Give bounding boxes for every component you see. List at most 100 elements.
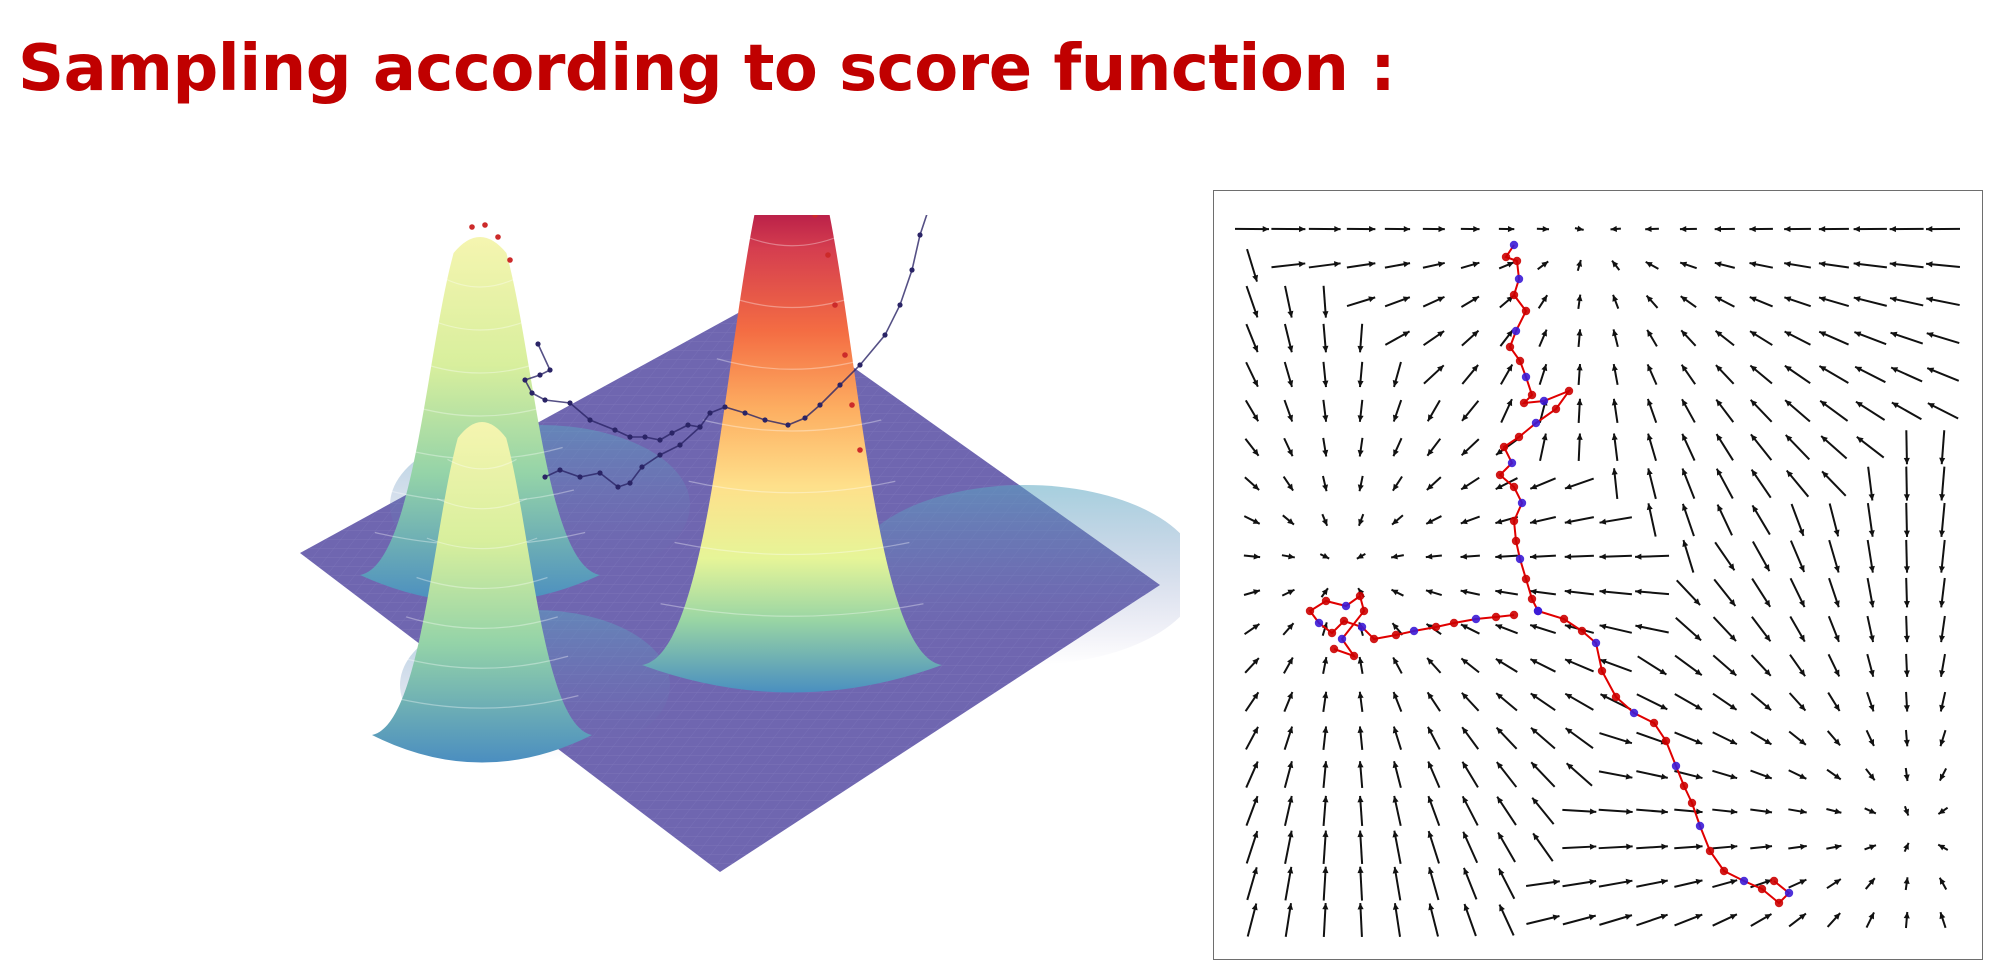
score-arrowhead [1729, 703, 1737, 710]
trajectory-point [1509, 482, 1519, 492]
trajectory-point [1687, 798, 1697, 808]
score-arrowhead [1576, 364, 1583, 371]
score-arrowhead [1461, 483, 1469, 490]
score-arrowhead [1287, 726, 1294, 734]
score-arrowhead [1834, 844, 1842, 850]
score-arrowhead [1322, 449, 1329, 457]
score-arrowhead [1834, 808, 1842, 815]
score-arrowhead [1646, 433, 1653, 441]
score-arrowhead [1462, 761, 1469, 769]
vector-field-panel [1213, 190, 1983, 960]
score-arrowhead [1402, 331, 1410, 338]
surface-trajectory-point [577, 474, 583, 480]
score-arrowhead [1750, 399, 1758, 407]
score-arrowhead [1460, 518, 1468, 525]
score-arrowhead [1252, 310, 1259, 318]
surface-trajectory-point [557, 467, 563, 473]
score-arrowhead [1682, 399, 1688, 407]
score-arrowhead [1461, 448, 1469, 456]
score-arrowhead [1818, 261, 1826, 268]
score-arrowhead [1600, 694, 1608, 700]
score-arrowhead [1576, 294, 1583, 302]
score-arrowhead [1322, 795, 1329, 803]
score-arrowhead [1252, 831, 1259, 839]
score-arrowhead [1903, 877, 1910, 884]
score-arrowhead [1868, 669, 1875, 677]
score-arrowhead [1472, 261, 1480, 268]
surface-trajectory-point [802, 415, 808, 421]
score-arrowhead [1497, 796, 1504, 804]
score-arrowhead [1868, 738, 1875, 746]
score-arrowhead [1679, 225, 1687, 233]
score-arrowhead [1356, 552, 1364, 559]
trajectory-point [1491, 612, 1501, 622]
score-arrowhead [1564, 483, 1572, 490]
score-arrowhead [1695, 878, 1703, 885]
score-arrowhead [1599, 658, 1607, 665]
score-arrowhead [1287, 414, 1293, 422]
score-arrowhead [1645, 261, 1653, 268]
trajectory-point [1661, 736, 1671, 746]
score-arrowhead [1729, 914, 1737, 920]
score-arrowhead [1765, 808, 1773, 815]
surface-trajectory-point [785, 422, 791, 428]
score-arrowhead [1495, 483, 1503, 490]
score-arrowhead [1392, 866, 1399, 874]
score-arrowhead [1751, 469, 1758, 477]
score-arrowhead [1647, 398, 1653, 406]
score-arrowhead [1784, 226, 1791, 233]
score-arrowhead [1833, 773, 1841, 780]
score-arrowhead [1495, 624, 1503, 630]
surface-trajectory-point [657, 437, 663, 443]
score-arrowhead [1646, 503, 1653, 511]
trajectory-point [1629, 708, 1639, 718]
trajectory-point [1719, 866, 1729, 876]
score-arrowhead [1903, 601, 1910, 608]
score-arrowhead [1251, 903, 1258, 911]
score-arrowhead [1462, 796, 1469, 804]
trajectory-point [1784, 888, 1794, 898]
score-arrowhead [1357, 380, 1364, 388]
score-arrowhead [1695, 773, 1703, 780]
trajectory-point [1349, 651, 1359, 661]
score-arrowhead [1496, 727, 1504, 735]
trajectory-point [1757, 884, 1767, 894]
score-arrowhead [1868, 565, 1875, 573]
score-arrowhead [1402, 296, 1410, 303]
trajectory-point [1597, 666, 1607, 676]
score-arrowhead [1868, 773, 1875, 781]
score-arrowhead [1869, 844, 1876, 851]
score-arrowhead [1939, 457, 1946, 465]
score-arrowhead [1822, 471, 1829, 479]
score-arrowhead [1696, 808, 1703, 815]
score-arrowhead [1799, 808, 1807, 815]
surface-trajectory-point [542, 397, 548, 403]
score-arrowhead [1939, 704, 1946, 712]
peak-left-upper-contour [430, 319, 530, 331]
ridge-sample-point [469, 224, 475, 230]
trajectory-point [1495, 470, 1505, 480]
score-arrowhead [1333, 261, 1341, 268]
score-arrowhead [1357, 903, 1364, 910]
score-arrowhead [1833, 704, 1840, 712]
trajectory-point [1521, 574, 1531, 584]
score-arrowhead [1660, 773, 1668, 780]
peak-right-tall-contour [716, 358, 868, 370]
score-arrowhead [1693, 598, 1701, 606]
score-arrowhead [1322, 380, 1329, 388]
score-arrowhead [1506, 364, 1513, 372]
trajectory-point [1339, 616, 1349, 626]
score-arrowhead [1322, 866, 1329, 874]
score-arrowhead [1764, 738, 1772, 745]
score-arrowhead [1717, 504, 1723, 512]
score-arrowhead [1939, 493, 1946, 501]
score-arrowhead [1682, 503, 1688, 511]
score-arrowhead [1357, 795, 1364, 803]
score-arrowhead [1426, 623, 1434, 631]
score-arrowhead [1252, 379, 1258, 387]
trajectory-point [1305, 606, 1315, 616]
score-arrowhead [1903, 739, 1910, 747]
score-arrowhead [1541, 364, 1548, 372]
trajectory-line [1498, 244, 1572, 612]
score-arrowhead [1926, 226, 1933, 233]
